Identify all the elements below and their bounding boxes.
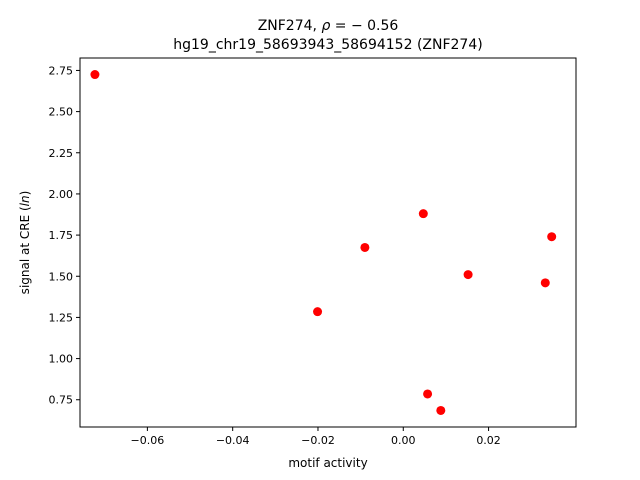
y-tick-label: 2.75: [49, 64, 74, 77]
points-layer: [90, 70, 557, 415]
y-tick-label: 1.00: [49, 353, 74, 366]
data-point: [90, 70, 100, 80]
y-tick-label: 1.75: [49, 229, 74, 242]
data-point: [423, 389, 433, 399]
y-tick-label: 1.25: [49, 311, 74, 324]
ticks-layer: −0.06 −0.04 −0.02 0.00 0.02 0.75 1.00 1.25 1.50 1…: [49, 64, 501, 447]
x-axis-label: motif activity: [288, 456, 367, 470]
x-tick-label: 0.02: [476, 434, 501, 447]
x-tick-label: −0.04: [216, 434, 250, 447]
x-tick-label: −0.06: [131, 434, 165, 447]
y-axis-label: signal at CRE (ln): [18, 191, 32, 295]
y-tick-label: 0.75: [49, 394, 74, 407]
data-point: [360, 242, 370, 252]
chart-title-line1: ZNF274, ρ = − 0.56: [258, 18, 399, 34]
data-point: [547, 232, 557, 242]
data-point: [436, 405, 446, 415]
x-tick-label: −0.02: [301, 434, 335, 447]
y-tick-label: 2.50: [49, 106, 74, 119]
y-tick-label: 2.00: [49, 188, 74, 201]
plot-area-frame: [79, 57, 577, 428]
data-point: [313, 307, 323, 317]
y-tick-label: 1.50: [49, 270, 74, 283]
chart-title-line2: hg19_chr19_58693943_58694152 (ZNF274): [173, 37, 482, 53]
y-tick-label: 2.25: [49, 147, 74, 160]
data-point: [418, 209, 428, 219]
data-point: [463, 270, 473, 280]
x-tick-label: 0.00: [391, 434, 416, 447]
data-point: [540, 278, 550, 288]
